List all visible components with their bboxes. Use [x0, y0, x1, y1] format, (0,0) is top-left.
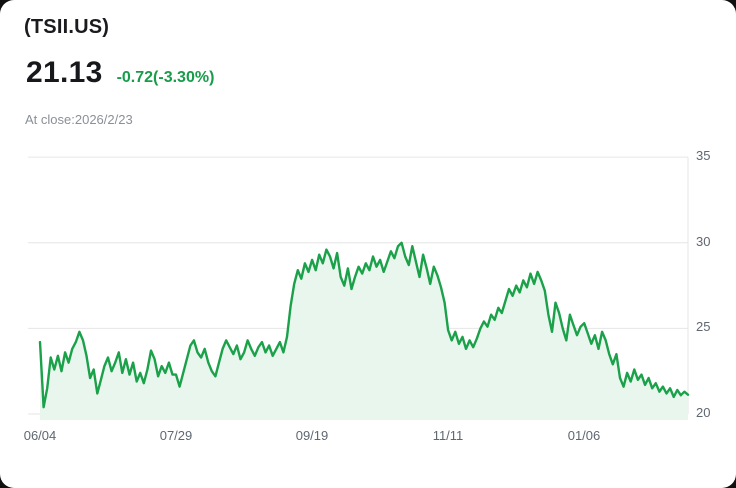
x-axis-tick-label: 06/04 — [23, 428, 57, 443]
x-axis-tick-label: 09/19 — [295, 428, 329, 443]
stock-symbol: (TSII.US) — [24, 16, 110, 38]
price-line — [38, 241, 690, 409]
x-axis-tick-label: 11/11 — [432, 428, 464, 443]
x-axis-tick-label: 07/29 — [159, 428, 193, 443]
y-axis-tick-label: 35 — [696, 148, 711, 163]
stock-change: -0.72(-3.30%) — [116, 69, 215, 86]
stock-price: 21.13 — [26, 56, 103, 89]
y-axis-tick-label: 25 — [696, 319, 711, 334]
x-axis-tick-label: 01/06 — [567, 428, 601, 443]
y-axis-tick-label: 30 — [696, 234, 711, 249]
price-chart: 06/04 07/29 09/19 11/11 01/06 20 25 30 35 — [0, 140, 736, 488]
price-chart-svg — [28, 156, 690, 420]
price-row: 21.13 -0.72(-3.30%) — [26, 56, 214, 90]
x-axis-labels: 06/04 07/29 09/19 11/11 01/06 — [0, 428, 736, 446]
y-axis-labels: 20 25 30 35 — [696, 140, 734, 425]
as-of-timestamp: At close:2026/2/23 — [25, 112, 133, 127]
y-axis-tick-label: 20 — [696, 405, 711, 420]
